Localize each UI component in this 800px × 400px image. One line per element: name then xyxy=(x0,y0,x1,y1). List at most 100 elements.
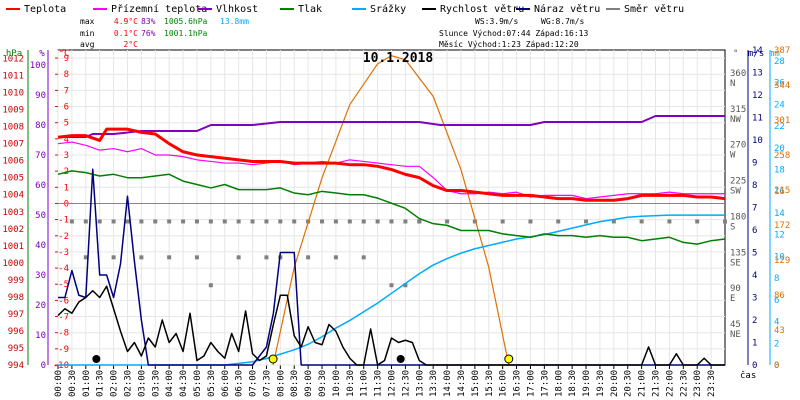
humidity-tick-label: 0 xyxy=(41,361,46,371)
wind-direction-point xyxy=(111,255,116,260)
x-tick-label: 16:30 xyxy=(513,370,523,397)
humidity-line xyxy=(58,115,725,138)
humidity-tick-label: 70 xyxy=(35,151,46,161)
wind-tick-label: 6 xyxy=(752,226,757,236)
axes: 00:00 00:30 01:00 01:30 02:00 02:30 03:00 03:30… xyxy=(2,46,790,397)
wind-tick-label: 12 xyxy=(752,91,763,101)
temp-tick-label: -8 xyxy=(58,329,69,339)
x-tick-label: 20:00 xyxy=(610,370,620,397)
x-tick-label: 15:30 xyxy=(485,370,495,397)
info-wind-gust: WG:8.7m/s xyxy=(541,17,585,26)
wind-direction-point xyxy=(389,283,394,288)
rain-tick-label: 6 xyxy=(774,296,779,306)
temp-tick-label: 1 xyxy=(64,183,69,193)
temp-tick-label: -7 xyxy=(58,313,69,323)
wind-direction-point xyxy=(695,219,700,224)
wind-direction-point xyxy=(208,219,213,224)
solar-tick-label: 0 xyxy=(774,361,779,371)
x-tick-label: 21:30 xyxy=(652,370,662,397)
wind-direction-point xyxy=(723,219,727,224)
humidity-tick-label: 20 xyxy=(35,301,46,311)
temp-tick-label: -1 xyxy=(58,216,69,226)
wind-direction-point xyxy=(584,219,589,224)
rain-tick-label: 0 xyxy=(774,361,779,371)
x-tick-label: 22:00 xyxy=(665,370,675,397)
wind-direction-point xyxy=(528,219,533,224)
x-tick-label: 06:00 xyxy=(221,370,231,397)
temp-tick-label: 9 xyxy=(64,54,69,64)
wind-direction-point xyxy=(472,219,477,224)
x-tick-label: 14:00 xyxy=(443,370,453,397)
x-tick-label: 20:30 xyxy=(624,370,634,397)
x-tick-label: 00:30 xyxy=(68,370,78,397)
x-tick-label: 19:30 xyxy=(596,370,606,397)
direction-compass-label: SE xyxy=(730,258,741,268)
stats-temp: 0.1°C xyxy=(114,29,138,38)
wind-direction-point xyxy=(97,219,102,224)
x-tick-label: 04:30 xyxy=(179,370,189,397)
stats-rain: 13.8mm xyxy=(220,17,249,26)
temp-tick-label: -6 xyxy=(58,296,69,306)
wind-tick-label: 14 xyxy=(752,46,763,56)
rain-tick-label: 2 xyxy=(774,339,779,349)
humidity-axis-label: % xyxy=(39,49,45,59)
direction-axis-label: ° xyxy=(733,49,738,59)
wind-tick-label: 11 xyxy=(752,114,763,124)
direction-tick-label: 270 xyxy=(730,141,746,151)
humidity-tick-label: 60 xyxy=(35,181,46,191)
legend-label: Náraz větru xyxy=(534,3,600,15)
pressure-tick-label: 1000 xyxy=(2,259,24,269)
pressure-tick-label: 1007 xyxy=(2,140,24,150)
wind-direction-point xyxy=(333,219,338,224)
wind-direction-point xyxy=(278,219,283,224)
x-tick-label: 21:00 xyxy=(638,370,648,397)
x-tick-label: 10:30 xyxy=(346,370,356,397)
stats-humidity: 83% xyxy=(141,17,156,26)
rain-tick-label: 28 xyxy=(774,57,785,67)
solar-tick-label: 258 xyxy=(774,151,790,161)
wind-tick-label: 9 xyxy=(752,159,757,169)
legend-label: Tlak xyxy=(298,4,322,15)
pressure-tick-label: 1005 xyxy=(2,174,24,184)
x-tick-label: 06:30 xyxy=(235,370,245,397)
rain-axis-label: mm xyxy=(769,49,780,59)
wind-direction-point xyxy=(167,255,172,260)
temp-tick-label: -4 xyxy=(58,264,69,274)
ground-temperature-line xyxy=(57,141,725,200)
legend-label: Přízemní teplota xyxy=(111,3,207,15)
x-tick-label: 09:00 xyxy=(304,370,314,397)
stats-temp: 2°C xyxy=(124,40,139,49)
wind-direction-point xyxy=(403,283,408,288)
temp-tick-label: 0 xyxy=(64,199,69,209)
info-wind-speed: WS:3.9m/s xyxy=(475,17,519,26)
wind-tick-label: 3 xyxy=(752,294,757,304)
pressure-tick-label: 1009 xyxy=(2,106,24,116)
wind-direction-point xyxy=(264,219,269,224)
pressure-tick-label: 996 xyxy=(8,327,24,337)
wind-tick-label: 4 xyxy=(752,271,757,281)
direction-tick-label: 225 xyxy=(730,177,746,187)
direction-compass-label: E xyxy=(730,294,735,304)
direction-compass-label: S xyxy=(730,222,735,232)
x-tick-label: 12:00 xyxy=(388,370,398,397)
wind-direction-point xyxy=(417,219,422,224)
solar-tick-label: 387 xyxy=(774,46,790,56)
x-tick-label: 18:30 xyxy=(568,370,578,397)
wind-gust-line xyxy=(58,168,725,366)
x-tick-label: 04:00 xyxy=(165,370,175,397)
rain-tick-label: 20 xyxy=(774,144,785,154)
direction-tick-label: 360 xyxy=(730,69,746,79)
x-axis-label: čas xyxy=(740,370,756,381)
wind-direction-point xyxy=(264,255,269,260)
x-tick-label: 18:00 xyxy=(554,370,564,397)
chart-title: 10.1.2018 xyxy=(363,51,434,66)
wind-direction-point xyxy=(403,219,408,224)
temp-tick-label: -3 xyxy=(58,248,69,258)
x-tick-label: 05:30 xyxy=(207,370,217,397)
direction-compass-label: NE xyxy=(730,330,741,340)
temp-tick-label: -9 xyxy=(58,345,69,355)
rain-tick-label: 10 xyxy=(774,252,785,262)
wind-direction-point xyxy=(69,219,74,224)
pressure-tick-label: 995 xyxy=(8,344,24,354)
wind-axis-label: m/s xyxy=(748,49,764,59)
